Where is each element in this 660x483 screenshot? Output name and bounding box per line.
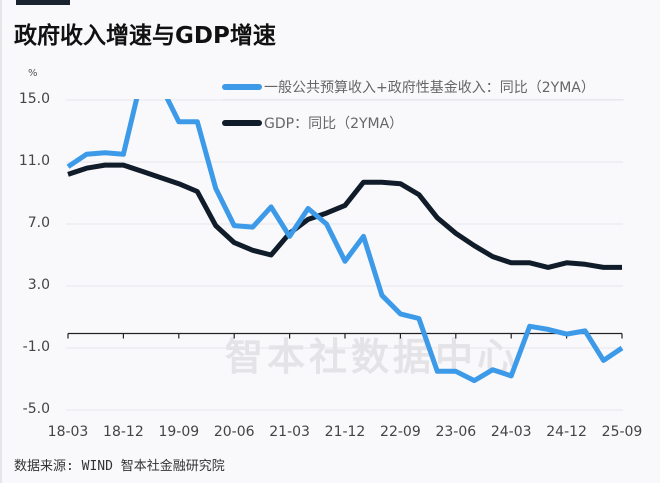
x-tick-label: 23-06 (435, 424, 477, 440)
x-tick-label: 25-09 (601, 424, 643, 440)
gdp-series-line (67, 162, 622, 270)
legend-label-revenue: 一般公共预算收入+政府性基金收入：同比（2YMA） (264, 80, 595, 96)
y-tick-label: -1.0 (22, 339, 50, 355)
y-tick-label: 7.0 (27, 215, 50, 231)
x-tick-label: 20-06 (213, 424, 255, 440)
chart-title: 政府收入增速与GDP增速 (14, 23, 276, 49)
x-tick-label: 19-09 (158, 424, 200, 440)
series-lines (66, 99, 624, 384)
legend-item-gdp: GDP：同比（2YMA） (222, 113, 403, 133)
page-left-border (0, 0, 2, 483)
x-tick-label: 18-03 (47, 424, 89, 440)
y-tick-label: 3.0 (27, 277, 50, 293)
data-source-note: 数据来源: WIND 智本社金融研究院 (14, 459, 225, 474)
y-tick-label: 11.0 (18, 153, 50, 169)
x-tick-label: 24-03 (490, 424, 532, 440)
x-tick-label: 21-12 (324, 424, 366, 440)
legend-item-revenue: 一般公共预算收入+政府性基金收入：同比（2YMA） (222, 77, 595, 97)
legend-swatch-gdp (222, 120, 262, 126)
legend-label-gdp: GDP：同比（2YMA） (264, 116, 404, 132)
x-tick-label: 21-03 (269, 424, 310, 440)
x-tick-label: 22-09 (380, 424, 421, 440)
gridlines (66, 99, 623, 411)
x-tick-label: 18-12 (103, 424, 144, 440)
legend-swatch-revenue (222, 84, 262, 90)
title-accent-bar (16, 0, 70, 5)
legend-divider (222, 99, 624, 100)
zero-axis (67, 332, 623, 339)
y-axis-unit: % (28, 68, 38, 79)
y-tick-label: 15.0 (18, 91, 50, 107)
y-tick-label: -5.0 (22, 401, 50, 417)
x-tick-label: 24-12 (546, 424, 587, 440)
watermark-text: 智本社数据中心 (225, 335, 519, 379)
revenue-series-line (66, 99, 624, 384)
